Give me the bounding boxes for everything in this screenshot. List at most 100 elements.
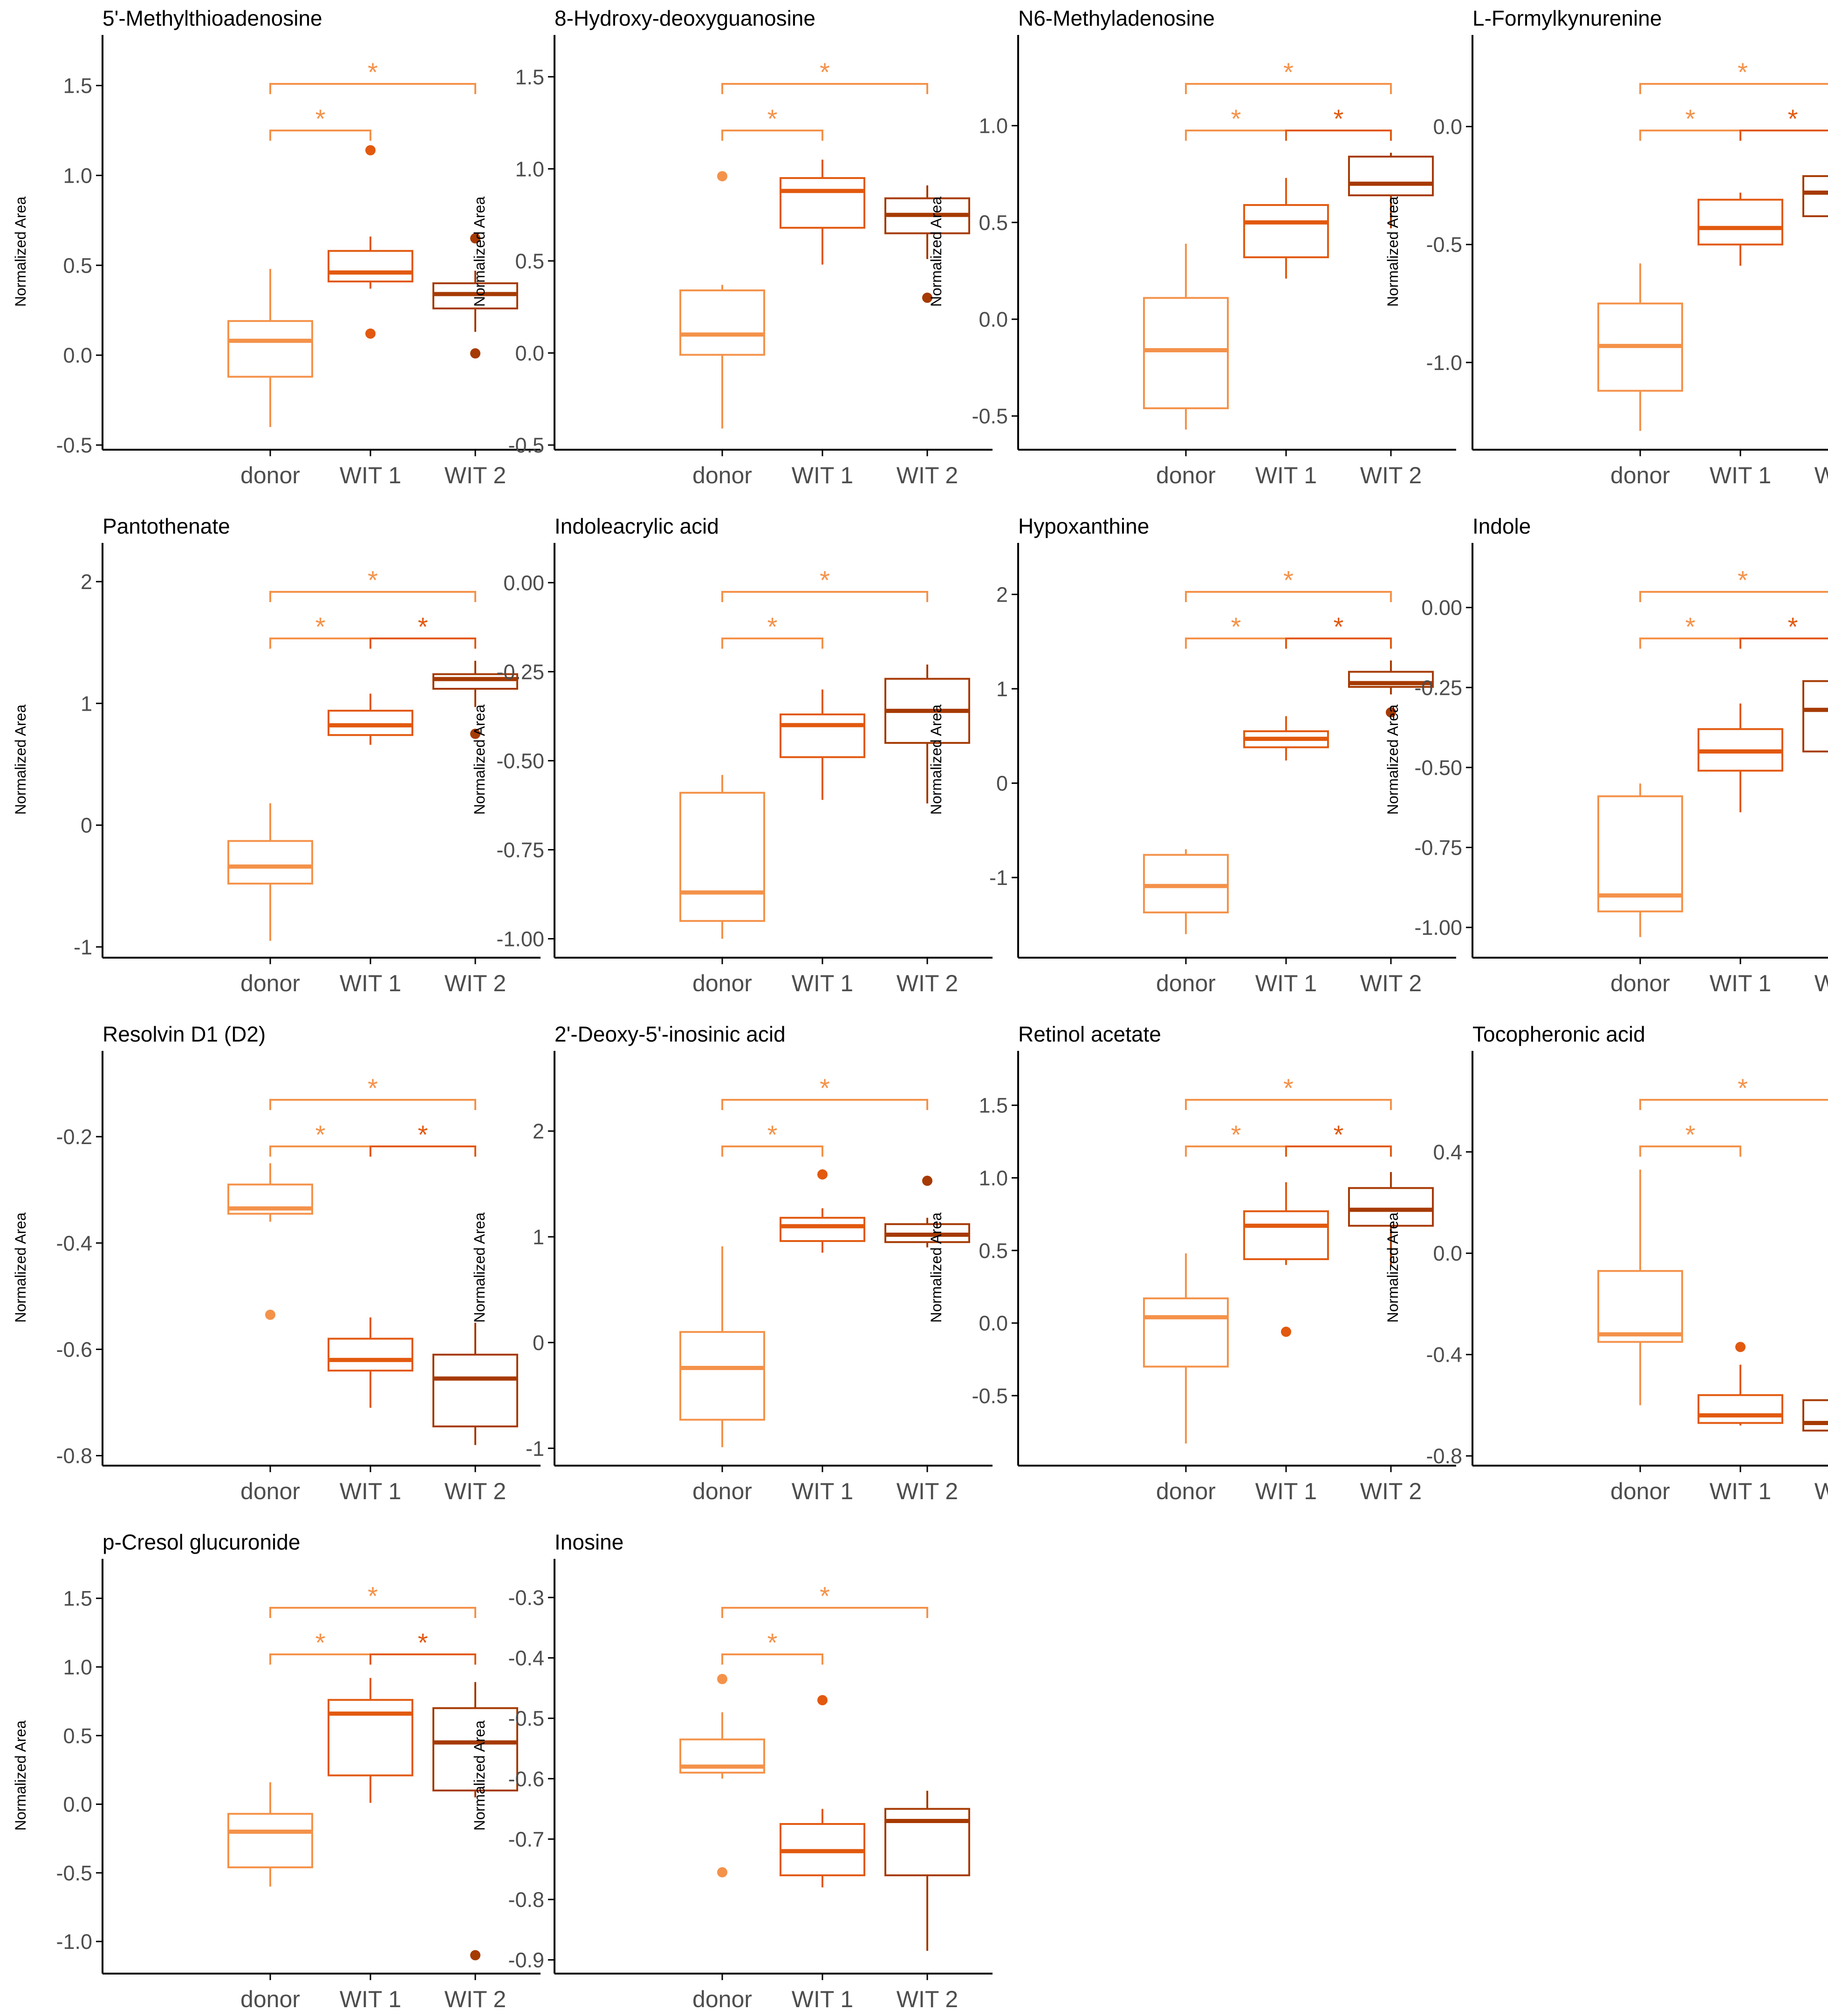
- y-tick-label: 0.0: [979, 1311, 1008, 1335]
- box-iqr: [1143, 854, 1229, 913]
- significance-star: *: [315, 1120, 326, 1149]
- y-tick-label: 1: [81, 692, 92, 715]
- panel-title: Hypoxanthine: [1018, 514, 1149, 538]
- y-tick-label: -0.50: [1414, 756, 1462, 780]
- y-tick-label: 0.0: [1433, 1241, 1462, 1265]
- panel: Inosine Normalized Area -0.9 -0.8 -0.7 -0.6 -0…: [471, 1530, 993, 2012]
- significance-star: *: [418, 612, 428, 641]
- y-tick-label: 0.00: [1421, 596, 1462, 620]
- y-tick-label: -0.5: [972, 405, 1008, 428]
- significance-star: *: [820, 1073, 830, 1103]
- x-tick-label: WIT 1: [1710, 970, 1771, 996]
- significance-bracket: [1185, 83, 1392, 94]
- significance-star: *: [368, 1581, 378, 1611]
- x-tick-label: donor: [692, 1986, 752, 2012]
- x-tick-label: WIT 1: [1255, 1478, 1317, 1504]
- significance-star: *: [315, 104, 326, 133]
- y-tick-label: 2: [81, 570, 92, 594]
- x-tick-label: donor: [240, 1478, 300, 1504]
- y-tick-label: -0.2: [56, 1125, 92, 1149]
- panel-title: Indole: [1472, 514, 1531, 538]
- significance-star: *: [418, 1120, 428, 1149]
- y-tick-label: 1.5: [63, 1587, 92, 1611]
- y-tick-label: 1: [996, 677, 1008, 701]
- y-tick-label: 1: [533, 1225, 544, 1249]
- x-tick-label: WIT 2: [897, 1986, 958, 2012]
- significance-star: *: [767, 612, 778, 641]
- x-tick-label: donor: [692, 1478, 752, 1504]
- significance-bracket: [269, 83, 476, 94]
- x-tick-label: donor: [1610, 1478, 1670, 1504]
- y-tick-label: 1.0: [979, 1166, 1008, 1190]
- box-iqr: [1698, 1394, 1783, 1424]
- y-tick-label: -0.5: [56, 433, 92, 457]
- y-tick-label: 1.0: [979, 114, 1008, 138]
- box-iqr: [1802, 1399, 1828, 1432]
- x-tick-label: WIT 1: [340, 462, 401, 488]
- y-tick-label: -0.50: [496, 749, 544, 773]
- y-axis-label: Normalized Area: [12, 197, 29, 307]
- panel: Tocopheronic acid Normalized Area -0.8 -0.4…: [1384, 1022, 1828, 1504]
- box-iqr: [227, 320, 313, 378]
- y-tick-label: 0.0: [515, 341, 544, 365]
- y-tick-label: 1.5: [979, 1094, 1008, 1118]
- panel: 8-Hydroxy-deoxyguanosine Normalized Area -…: [471, 6, 993, 488]
- significance-bracket: [370, 1145, 476, 1157]
- x-tick-label: donor: [240, 1986, 300, 2012]
- x-tick-label: WIT 2: [1814, 1478, 1828, 1504]
- outlier-point: [717, 1673, 727, 1684]
- significance-bracket: [721, 638, 823, 649]
- significance-star: *: [1231, 104, 1241, 133]
- significance-star: *: [820, 565, 830, 595]
- outlier-point: [717, 1867, 727, 1878]
- x-tick-label: donor: [240, 970, 300, 996]
- outlier-point: [470, 233, 480, 244]
- x-tick-label: WIT 2: [897, 970, 958, 996]
- significance-star: *: [1283, 1073, 1294, 1103]
- box-iqr: [432, 673, 518, 690]
- x-tick-label: WIT 2: [445, 1478, 506, 1504]
- y-tick-label: 0.0: [1433, 115, 1462, 139]
- significance-bracket: [721, 591, 928, 602]
- box-iqr: [328, 1699, 413, 1776]
- y-tick-label: -1.0: [1426, 351, 1462, 375]
- y-tick-label: -0.9: [508, 1948, 544, 1972]
- x-tick-label: WIT 1: [340, 1986, 401, 2012]
- significance-star: *: [767, 1628, 778, 1657]
- box-iqr: [1802, 680, 1828, 753]
- significance-bracket: [370, 1653, 476, 1665]
- outlier-point: [922, 292, 932, 303]
- significance-star: *: [1231, 1120, 1241, 1149]
- y-tick-label: 2: [533, 1119, 544, 1143]
- y-tick-label: -0.75: [1414, 836, 1462, 859]
- x-tick-label: WIT 2: [1814, 462, 1828, 488]
- y-tick-label: -0.8: [56, 1444, 92, 1468]
- significance-star: *: [1738, 1073, 1748, 1103]
- y-tick-label: -0.4: [56, 1231, 92, 1255]
- box-iqr: [679, 289, 765, 356]
- significance-bracket: [269, 1099, 476, 1110]
- panel-title: Retinol acetate: [1018, 1022, 1161, 1046]
- significance-bracket: [1739, 130, 1828, 141]
- y-axis-label: Normalized Area: [1384, 1213, 1401, 1323]
- panel: N6-Methyladenosine Normalized Area -0.5 0.0…: [928, 6, 1456, 488]
- y-tick-label: 0.4: [1433, 1140, 1462, 1164]
- x-tick-label: WIT 1: [1710, 1478, 1771, 1504]
- box-iqr: [432, 1707, 518, 1792]
- y-axis-label: Normalized Area: [928, 1213, 945, 1323]
- y-axis-label: Normalized Area: [471, 197, 488, 307]
- y-tick-label: 0.5: [63, 1724, 92, 1748]
- y-axis-label: Normalized Area: [471, 705, 488, 815]
- box-iqr: [328, 250, 413, 283]
- significance-bracket: [370, 638, 476, 649]
- panel: Indoleacrylic acid Normalized Area -1.00 -0…: [471, 514, 993, 996]
- box-iqr: [679, 1331, 765, 1421]
- panel: Retinol acetate Normalized Area -0.5 0.0 0.5…: [928, 1022, 1456, 1504]
- y-tick-label: 0: [996, 772, 1008, 795]
- box-iqr: [1597, 795, 1683, 912]
- y-tick-label: 0: [81, 814, 92, 837]
- y-tick-label: -0.4: [508, 1646, 544, 1670]
- significance-bracket: [269, 591, 476, 602]
- y-axis-label: Normalized Area: [12, 705, 29, 815]
